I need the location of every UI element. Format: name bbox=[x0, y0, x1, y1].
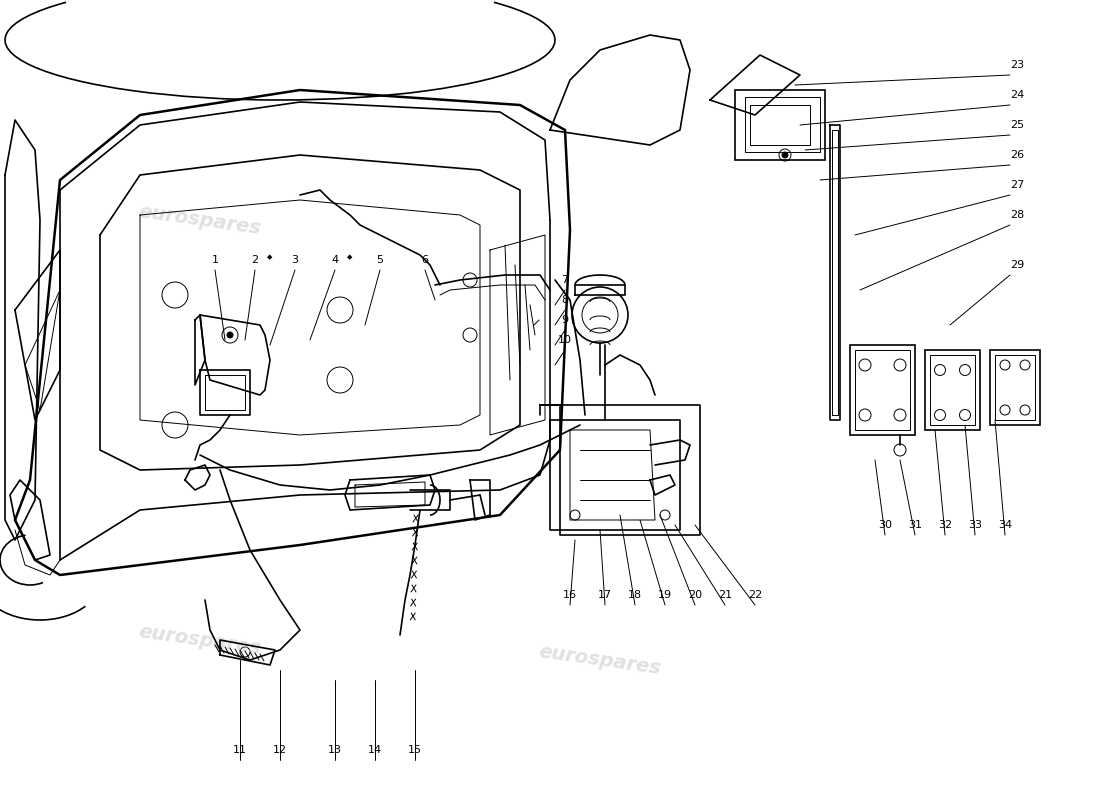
Text: 28: 28 bbox=[1010, 210, 1024, 220]
Text: 2: 2 bbox=[252, 255, 258, 265]
Text: 23: 23 bbox=[1010, 60, 1024, 70]
Bar bbox=[925, 350, 980, 430]
Text: 3: 3 bbox=[292, 255, 298, 265]
Text: eurospares: eurospares bbox=[538, 642, 662, 678]
Text: eurospares: eurospares bbox=[138, 622, 263, 658]
Bar bbox=[996, 355, 1035, 420]
Text: 30: 30 bbox=[878, 520, 892, 530]
Text: 25: 25 bbox=[1010, 120, 1024, 130]
Text: 22: 22 bbox=[748, 590, 762, 600]
Text: 6: 6 bbox=[421, 255, 429, 265]
Text: 21: 21 bbox=[718, 590, 733, 600]
Circle shape bbox=[227, 332, 233, 338]
Text: 10: 10 bbox=[558, 335, 572, 345]
Text: ◆: ◆ bbox=[348, 254, 353, 260]
Text: 33: 33 bbox=[968, 520, 982, 530]
Text: 11: 11 bbox=[233, 745, 248, 755]
Text: 16: 16 bbox=[563, 590, 578, 600]
Text: 19: 19 bbox=[658, 590, 672, 600]
Text: 5: 5 bbox=[376, 255, 384, 265]
Text: eurospares: eurospares bbox=[138, 202, 263, 238]
Bar bbox=[750, 105, 810, 145]
Bar bbox=[735, 90, 825, 160]
Text: 32: 32 bbox=[938, 520, 953, 530]
Text: 20: 20 bbox=[688, 590, 702, 600]
Bar bbox=[930, 355, 975, 425]
Text: 24: 24 bbox=[1010, 90, 1024, 100]
Bar bbox=[990, 350, 1040, 425]
Text: 26: 26 bbox=[1010, 150, 1024, 160]
Text: 12: 12 bbox=[273, 745, 287, 755]
Text: 34: 34 bbox=[998, 520, 1012, 530]
Bar bbox=[855, 350, 910, 430]
Text: 15: 15 bbox=[408, 745, 422, 755]
Text: 31: 31 bbox=[908, 520, 922, 530]
Text: 4: 4 bbox=[331, 255, 339, 265]
Bar bbox=[850, 345, 915, 435]
Text: 1: 1 bbox=[211, 255, 219, 265]
Text: 29: 29 bbox=[1010, 260, 1024, 270]
Text: 17: 17 bbox=[598, 590, 612, 600]
Text: 14: 14 bbox=[367, 745, 382, 755]
Text: 13: 13 bbox=[328, 745, 342, 755]
Text: 9: 9 bbox=[561, 315, 569, 325]
Text: 7: 7 bbox=[561, 275, 569, 285]
Text: ◆: ◆ bbox=[267, 254, 273, 260]
Bar bbox=[745, 97, 820, 152]
Text: 18: 18 bbox=[628, 590, 642, 600]
Text: 8: 8 bbox=[561, 295, 569, 305]
Text: 27: 27 bbox=[1010, 180, 1024, 190]
Circle shape bbox=[782, 152, 788, 158]
